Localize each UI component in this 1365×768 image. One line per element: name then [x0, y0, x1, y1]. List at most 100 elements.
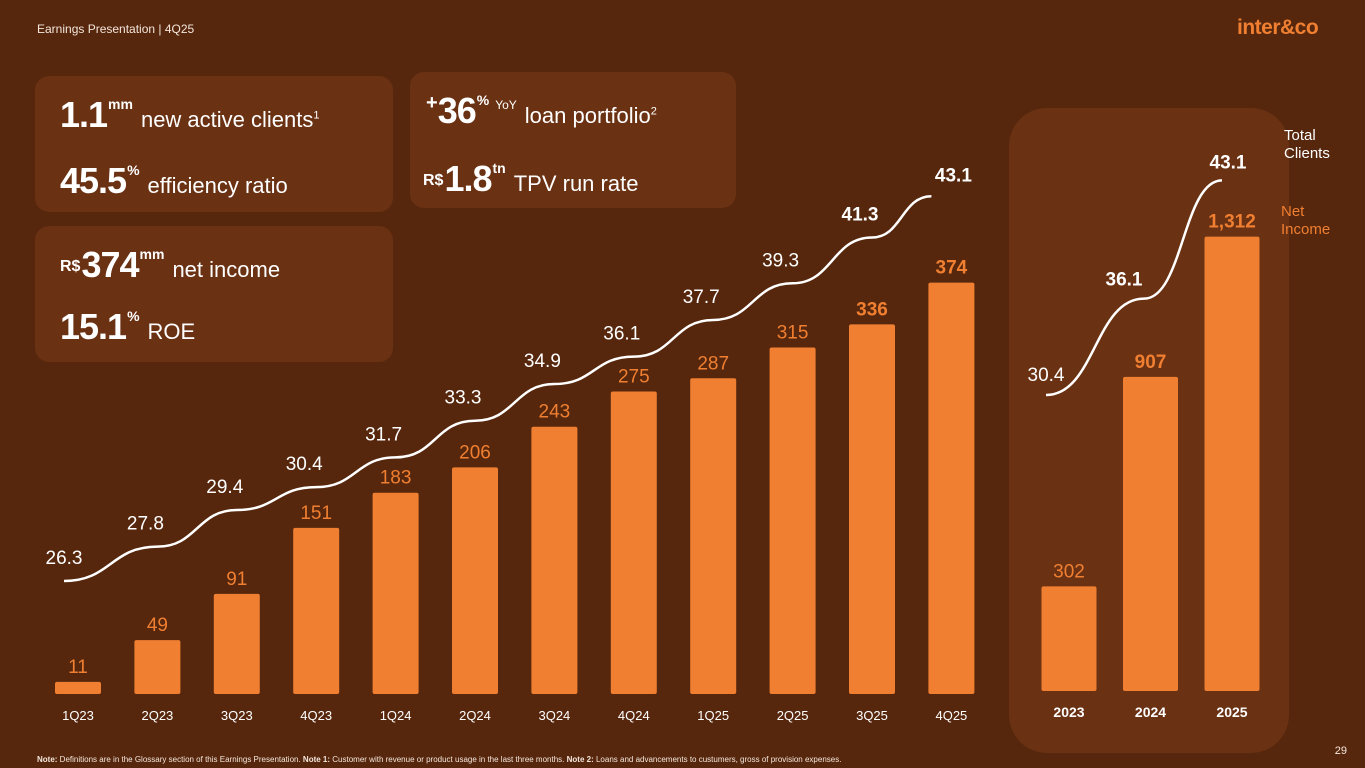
x-tick-2Q24: 2Q24	[459, 708, 491, 723]
bar-label-2024: 907	[1135, 352, 1167, 373]
loan-label: loan portfolio2	[525, 103, 657, 128]
efficiency-value: 45.5	[60, 160, 127, 201]
loan-value: 36	[437, 90, 477, 131]
bar-label-1Q25: 287	[697, 353, 729, 374]
x-tick-3Q23: 3Q23	[221, 708, 253, 723]
kpi-efficiency-ratio: 45.5% efficiency ratio	[60, 160, 288, 202]
x-tick-4Q25: 4Q25	[935, 708, 967, 723]
line-label-4Q25: 43.1	[935, 165, 972, 186]
bar-label-2Q24: 206	[459, 442, 491, 463]
bar-3Q24	[531, 426, 578, 694]
roe-label: ROE	[147, 319, 196, 344]
bar-label-2023: 302	[1053, 561, 1085, 582]
bar-label-4Q23: 151	[300, 503, 332, 524]
annual-chart: 302 2023 907 2024 1,312 2025 30.4 36.1 43.1	[1028, 152, 1260, 720]
legend-net-income: Net Income	[1281, 203, 1331, 238]
bar-4Q24	[610, 391, 657, 694]
clients-label: new active clients1	[141, 107, 320, 132]
tpv-value: 1.8	[444, 158, 492, 199]
x-tick-2Q23: 2Q23	[141, 708, 173, 723]
kpi-tpv-run-rate: R$1.8tn TPV run rate	[423, 158, 638, 200]
x-tick-3Q24: 3Q24	[538, 708, 570, 723]
x-tick-2023: 2023	[1053, 704, 1084, 720]
line-label-1Q25: 37.7	[683, 287, 720, 308]
line-label-1Q23: 26.3	[46, 548, 83, 569]
loan-label-text: loan portfolio	[524, 103, 651, 128]
bar-3Q25	[849, 324, 895, 694]
x-tick-4Q24: 4Q24	[618, 708, 650, 723]
tpv-label: TPV run rate	[513, 171, 639, 196]
loan-note-ref: 2	[650, 105, 657, 118]
bar-2023	[1041, 586, 1097, 691]
income-unit: mm	[139, 246, 165, 262]
kpi-card-income-roe	[35, 226, 393, 362]
x-tick-2025: 2025	[1216, 704, 1247, 720]
footnote-note1-label: Note 1:	[302, 755, 331, 764]
bar-label-2Q25: 315	[777, 323, 809, 344]
x-tick-1Q23: 1Q23	[62, 708, 94, 723]
x-tick-4Q23: 4Q23	[300, 708, 332, 723]
quarterly-chart: 11 1Q23 49 2Q23 91 3Q23 151 4Q23 183 1Q24 206 2Q24 2…	[46, 165, 975, 723]
bar-label-2025: 1,312	[1208, 212, 1256, 233]
income-currency: R$	[60, 258, 81, 275]
footnote-note2-label: Note 2:	[566, 755, 594, 764]
bar-label-4Q25: 374	[936, 258, 968, 279]
line-label-2024: 36.1	[1106, 270, 1143, 291]
kpi-roe: 15.1% ROE	[60, 306, 195, 348]
footnote-note-text: Definitions are in the Glossary section …	[57, 755, 303, 764]
bar-3Q23	[213, 593, 260, 694]
line-label-3Q23: 29.4	[206, 477, 243, 498]
page-header-title: Earnings Presentation | 4Q25	[37, 22, 195, 36]
x-tick-2Q25: 2Q25	[777, 708, 809, 723]
line-label-3Q25: 41.3	[842, 205, 879, 226]
efficiency-unit: %	[127, 162, 140, 178]
kpi-card-loans-tpv	[410, 72, 736, 208]
line-label-2023: 30.4	[1028, 365, 1065, 386]
bar-label-3Q23: 91	[226, 569, 247, 590]
kpi-net-income: R$374mm net income	[60, 244, 280, 286]
clients-label-text: new active clients	[140, 107, 314, 132]
roe-unit: %	[127, 308, 140, 324]
bar-2Q25	[769, 347, 816, 694]
bar-label-1Q23: 11	[68, 657, 88, 678]
line-label-4Q24: 36.1	[603, 324, 640, 345]
kpi-card-clients-efficiency	[35, 76, 393, 212]
line-label-1Q24: 31.7	[365, 424, 402, 445]
loan-qualifier: YoY	[495, 98, 517, 112]
x-tick-2024: 2024	[1135, 704, 1166, 720]
clients-unit: mm	[108, 96, 133, 112]
bar-label-4Q24: 275	[618, 367, 650, 388]
bar-1Q25	[690, 378, 737, 694]
loan-unit: %	[476, 92, 490, 108]
legend-total-clients: Total Clients	[1284, 127, 1330, 162]
total-clients-line	[1045, 179, 1223, 397]
bar-2024	[1123, 376, 1178, 691]
page-number: 29	[1334, 745, 1347, 757]
bar-label-1Q24: 183	[380, 468, 412, 489]
x-tick-1Q25: 1Q25	[697, 708, 729, 723]
roe-value: 15.1	[60, 306, 127, 347]
line-label-3Q24: 34.9	[524, 351, 561, 372]
x-tick-1Q24: 1Q24	[380, 708, 412, 723]
clients-value: 1.1	[60, 94, 108, 135]
bar-label-2Q23: 49	[147, 615, 168, 636]
inter-co-logo: inter&co	[1237, 16, 1319, 39]
line-label-2Q23: 27.8	[127, 514, 164, 535]
tpv-unit: tn	[492, 160, 506, 176]
total-clients-line	[63, 195, 932, 583]
x-tick-3Q25: 3Q25	[856, 708, 888, 723]
tpv-currency: R$	[423, 172, 444, 189]
income-value: 374	[81, 244, 139, 285]
bar-2025	[1204, 236, 1260, 691]
loan-prefix: +	[426, 92, 438, 114]
bar-1Q23	[55, 681, 101, 694]
footnote-note2-text: Loans and advancements to custumers, gro…	[593, 755, 842, 764]
income-label: net income	[172, 257, 281, 282]
bar-label-3Q24: 243	[539, 402, 571, 423]
bar-4Q25	[928, 282, 975, 694]
clients-note-ref: 1	[313, 109, 320, 122]
bar-label-3Q25: 336	[856, 299, 888, 320]
bar-2Q23	[134, 640, 181, 694]
footnote-note-label: Note:	[37, 755, 58, 764]
line-label-2Q25: 39.3	[762, 250, 799, 271]
